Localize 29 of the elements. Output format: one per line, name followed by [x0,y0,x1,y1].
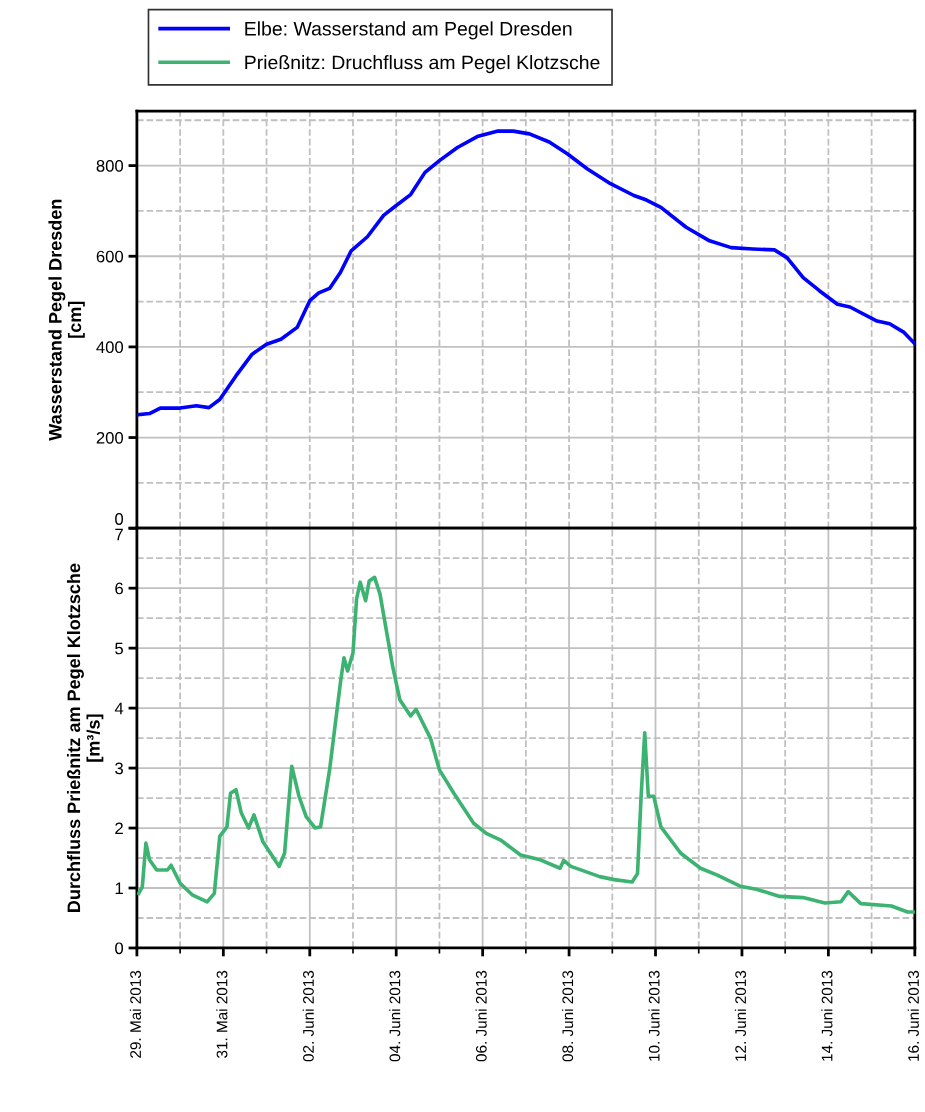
x-tick-label: 02. Juni 2013 [302,970,314,1062]
x-tick-label: 16. Juni 2013 [907,970,919,1061]
y-tick-label: 2 [115,822,123,835]
y-tick-label: 1 [115,882,123,895]
y-tick-label: 0 [115,513,124,525]
y-tick-label: 7 [115,528,123,541]
y-axis-title: Wasserstand Pegel Dresden [cm] [48,199,85,441]
x-tick-label: 04. Juni 2013 [389,970,401,1062]
y-tick-label: 4 [114,702,124,715]
y-tick-label: 600 [96,250,124,263]
line-series [136,575,915,914]
y-tick-label: 800 [96,159,124,172]
x-tick-label: 12. Juni 2013 [734,970,747,1061]
y-tick-label: 400 [96,341,124,354]
y-axis-title: Durchfluss Prießnitz am Pegel Klotzsche [m³/s] [66,563,104,912]
y-tick-label: 3 [115,762,123,775]
x-tick-label: 31. Mai 2013 [216,970,228,1058]
x-tick-label: 29. Mai 2013 [129,970,141,1058]
x-tick-label: 08. Juni 2013 [561,970,574,1062]
line-series [136,129,915,417]
y-tick-label: 0 [115,942,124,955]
legend-label: Elbe: Wasserstand am Pegel Dresden [245,21,572,40]
y-tick-label: 5 [115,642,124,655]
x-tick-label: 14. Juni 2013 [821,970,833,1061]
y-tick-label: 6 [115,582,123,595]
x-tick-label: 10. Juni 2013 [648,970,660,1061]
y-tick-label: 200 [96,431,124,444]
x-tick-label: 06. Juni 2013 [475,970,487,1062]
legend-label: Prießnitz: Druchfluss am Pegel Klotzsche [245,55,600,74]
